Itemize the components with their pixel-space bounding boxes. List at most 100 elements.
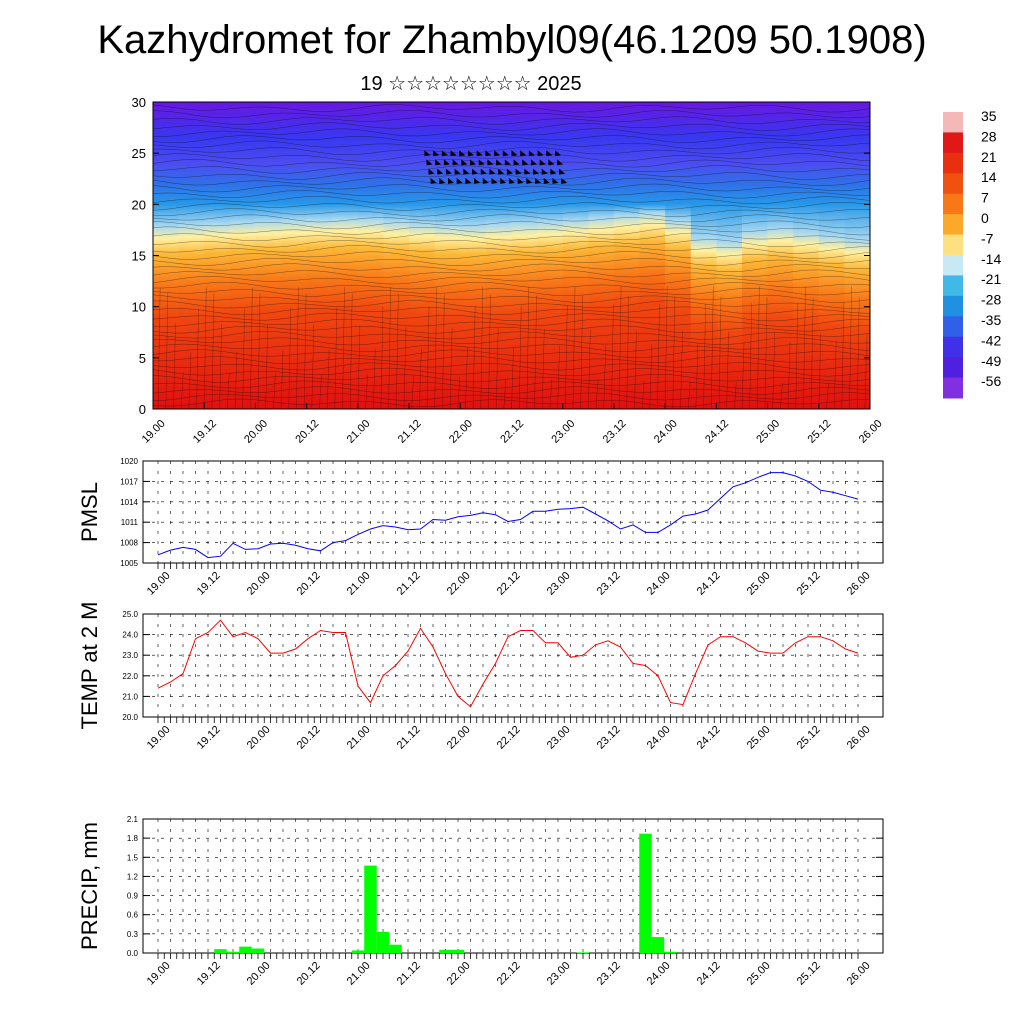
temperature-field-strip	[255, 102, 282, 409]
wind-streamline	[153, 349, 870, 358]
colorbar-label: 28	[981, 128, 997, 144]
pmsl-panel: 1005 1008 1011 1014 1017 1020 19.00 19.12 20.00 2…	[77, 457, 884, 598]
x-tick-label: 23.00	[545, 724, 573, 752]
wind-streamline	[153, 269, 870, 278]
chart-subtitle: 19 ☆☆☆☆☆☆☆☆ 2025	[360, 73, 582, 95]
wind-vector	[718, 296, 722, 409]
precip-frame	[142, 818, 884, 954]
y-tick-label: 1.2	[127, 872, 139, 881]
wind-vector	[649, 344, 653, 409]
wind-vector	[211, 292, 215, 409]
wind-streamline	[153, 190, 870, 199]
wind-vector	[349, 293, 353, 409]
precip-bar	[664, 951, 677, 953]
wind-barb	[485, 150, 492, 157]
x-tick-label: 24.12	[695, 570, 723, 598]
chart-title: Kazhydromet for Zhambyl09(46.1209 50.190…	[97, 18, 927, 62]
wind-vector	[311, 325, 315, 409]
wind-streamline	[153, 172, 870, 181]
y-tick-label: 1017	[120, 477, 138, 486]
colorbar-swatch	[943, 193, 963, 215]
y-tick-label: 25	[132, 146, 146, 161]
wind-streamline	[153, 300, 870, 309]
wind-vector	[849, 286, 852, 409]
wind-vector	[856, 297, 860, 409]
x-tick-label: 21.12	[395, 724, 423, 752]
wind-vector	[518, 305, 522, 409]
y-tick-label: 1011	[121, 518, 139, 527]
wind-streamline	[153, 276, 870, 285]
wind-barb	[513, 159, 520, 166]
y-tick-label: 1008	[120, 539, 138, 548]
x-tick-label: 19.12	[195, 960, 223, 988]
wind-vector	[365, 375, 368, 409]
colorbar-swatch	[943, 275, 963, 297]
wind-vector	[833, 341, 837, 409]
x-tick-label: 26.00	[857, 418, 885, 446]
precip-bar	[576, 952, 590, 953]
wind-vector	[480, 286, 484, 409]
colorbar-label: -7	[981, 230, 994, 246]
wind-barb	[559, 168, 566, 175]
temp2m-frame	[142, 613, 884, 718]
wind-vector	[549, 378, 553, 409]
wind-vector	[472, 306, 476, 409]
colorbar-label: 0	[981, 210, 989, 226]
x-tick-label: 20.00	[245, 570, 273, 598]
temperature-field-strip	[818, 102, 845, 409]
colorbar-label: -28	[981, 292, 1001, 308]
x-tick-label: 19.00	[145, 724, 173, 752]
x-tick-label: 24.12	[703, 418, 731, 446]
wind-vector	[787, 342, 791, 409]
wind-barb	[561, 177, 568, 184]
wind-barb	[539, 159, 546, 166]
wind-barb	[463, 168, 470, 175]
wind-streamline	[153, 245, 870, 254]
y-tick-label: 1020	[120, 457, 138, 466]
x-tick-label: 20.12	[295, 960, 323, 988]
wind-vector	[380, 307, 384, 409]
x-tick-label: 23.12	[601, 418, 629, 446]
x-tick-label: 24.00	[645, 570, 673, 598]
colorbar-swatch	[943, 377, 963, 399]
wind-streamline	[153, 153, 870, 162]
wind-vector	[580, 295, 583, 409]
precip-panel: 0.0 0.3 0.6 0.9 1.2 1.5 1.8 2.1 19.00 19.12 20.00 2…	[77, 815, 884, 988]
wind-barb	[550, 168, 557, 175]
wind-vector	[334, 307, 338, 409]
wind-vector	[795, 302, 798, 409]
colorbar-label: -49	[981, 353, 1001, 369]
precip-bar	[214, 949, 227, 953]
wind-vector	[373, 349, 376, 409]
colorbar-swatch	[943, 336, 963, 358]
wind-barb	[491, 177, 498, 184]
wind-vector	[841, 302, 845, 409]
wind-vector	[511, 346, 514, 409]
wind-barb	[496, 159, 503, 166]
x-tick-label: 26.00	[845, 960, 873, 988]
wind-streamline	[153, 374, 870, 383]
wind-barb	[454, 168, 461, 175]
wind-vector	[219, 324, 222, 409]
wind-vector	[173, 323, 176, 409]
wind-barb	[456, 177, 463, 184]
wind-barb	[450, 150, 457, 157]
x-tick-label: 20.00	[242, 418, 270, 446]
wind-streamline	[153, 251, 870, 260]
precip-bar	[439, 949, 452, 953]
wind-streamline	[153, 226, 870, 236]
wind-vector	[595, 379, 599, 409]
x-tick-label: 19.00	[140, 418, 168, 446]
wind-vector	[242, 308, 245, 409]
wind-barb	[447, 177, 454, 184]
temperature-colorbar: 35 28 21 14 7 0 -7 -14 -21 -28 -35 -42 -49 -56	[943, 108, 1001, 399]
x-tick-label: 19.00	[145, 960, 173, 988]
x-tick-label: 25.00	[745, 724, 773, 752]
x-tick-label: 19.12	[191, 418, 219, 446]
x-tick-label: 19.12	[195, 570, 223, 598]
x-tick-label: 22.12	[495, 570, 523, 598]
temperature-field-strip	[409, 102, 436, 409]
wind-vector	[680, 331, 683, 409]
wind-streamline	[153, 294, 870, 303]
wind-vector	[572, 286, 576, 409]
